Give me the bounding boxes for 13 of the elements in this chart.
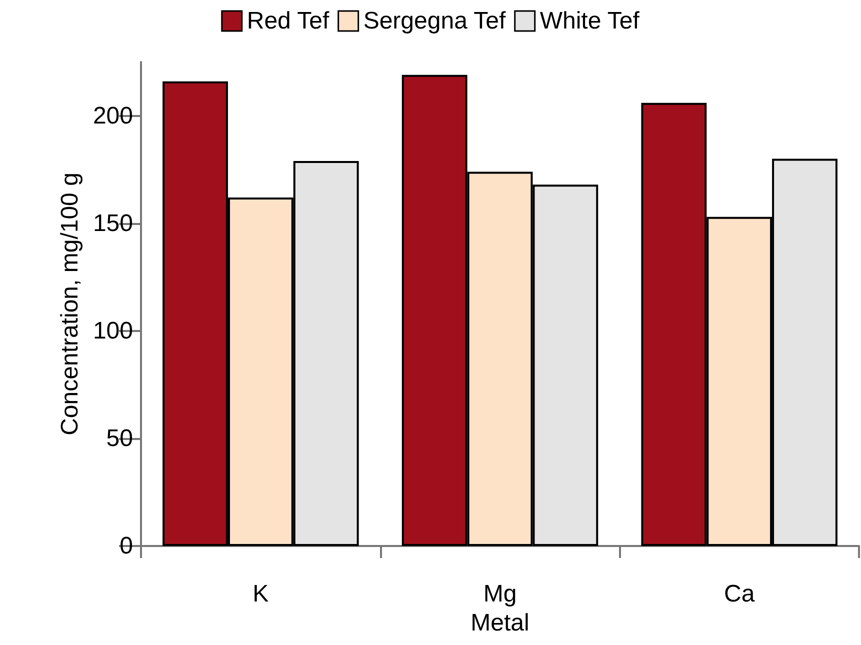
y-tick-label: 0 xyxy=(120,532,133,560)
legend-label: White Tef xyxy=(540,8,640,34)
y-axis-title: Concentration, mg/100 g xyxy=(56,172,84,436)
y-tick-label: 100 xyxy=(92,317,133,344)
x-tick-label: Ca xyxy=(724,580,756,608)
y-tick-label: 50 xyxy=(106,424,133,452)
x-tick-label: Mg xyxy=(483,580,517,608)
y-tick-label: 200 xyxy=(92,102,133,130)
legend-label: Sergegna Tef xyxy=(363,8,506,34)
x-tick-label: K xyxy=(252,580,269,608)
x-axis-title: Metal xyxy=(470,609,530,636)
legend-label: Red Tef xyxy=(246,8,330,34)
y-tick-label: 150 xyxy=(92,210,133,237)
